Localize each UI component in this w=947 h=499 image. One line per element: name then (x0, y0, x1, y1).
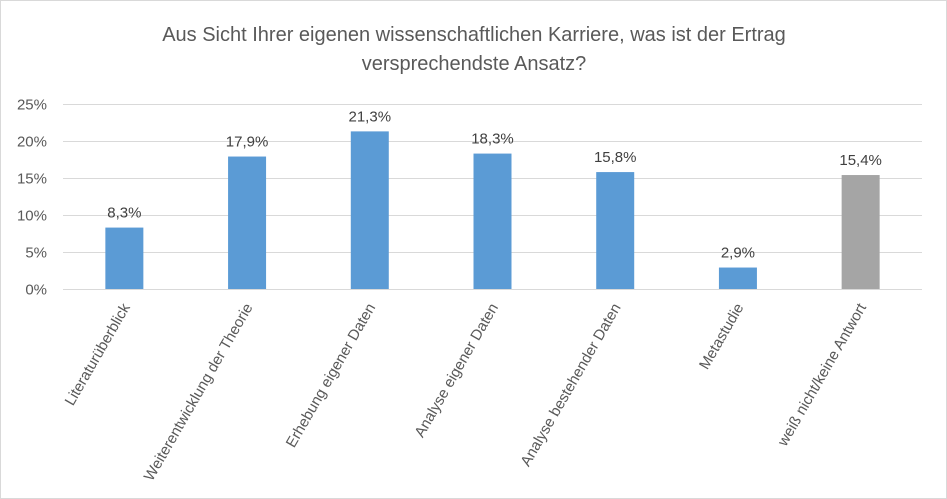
category-label-4: Analyse bestehender Daten (517, 301, 624, 470)
y-tick-label-4: 20% (17, 134, 47, 151)
bar-1 (228, 156, 267, 289)
data-label-5: 2,9% (721, 245, 755, 262)
data-label-0: 8,3% (107, 205, 141, 222)
chart-title-line-2: versprechendste Ansatz? (362, 53, 587, 75)
category-label-0: Literaturüberblick (62, 300, 135, 409)
data-label-6: 15,4% (839, 152, 882, 169)
y-tick-label-5: 25% (17, 97, 47, 114)
category-label-2: Erhebung eigener Daten (283, 301, 379, 451)
chart-title-line-1: Aus Sicht Ihrer eigenen wissenschaftlich… (162, 24, 786, 46)
y-tick-label-3: 15% (17, 171, 47, 188)
category-label-5: Metastudie (696, 301, 747, 373)
bars (105, 131, 880, 289)
category-label-3: Analyse eigener Daten (411, 301, 502, 441)
y-tick-label-0: 0% (25, 282, 47, 299)
gridlines (63, 104, 922, 290)
data-label-4: 15,8% (594, 149, 637, 166)
y-axis-ticks: 0% 5% 10% 15% 20% 25% (17, 97, 47, 299)
y-tick-label-1: 5% (25, 245, 47, 262)
category-label-6: weiß nicht/keine Antwort (774, 300, 871, 450)
data-label-2: 21,3% (349, 108, 392, 125)
data-label-3: 18,3% (471, 131, 514, 148)
y-tick-label-2: 10% (17, 208, 47, 225)
bar-2 (350, 131, 389, 289)
x-axis-categories: Literaturüberblick Weiterentwicklung der … (62, 300, 871, 484)
category-label-1: Weiterentwicklung der Theorie (141, 301, 257, 484)
bar-4 (596, 172, 635, 289)
bar-0 (105, 227, 144, 289)
data-label-1: 17,9% (226, 134, 269, 151)
data-labels: 8,3% 17,9% 21,3% 18,3% 15,8% 2,9% 15,4% (107, 108, 882, 261)
bar-6 (841, 175, 880, 289)
bar-3 (473, 153, 512, 289)
bar-5 (718, 267, 757, 289)
